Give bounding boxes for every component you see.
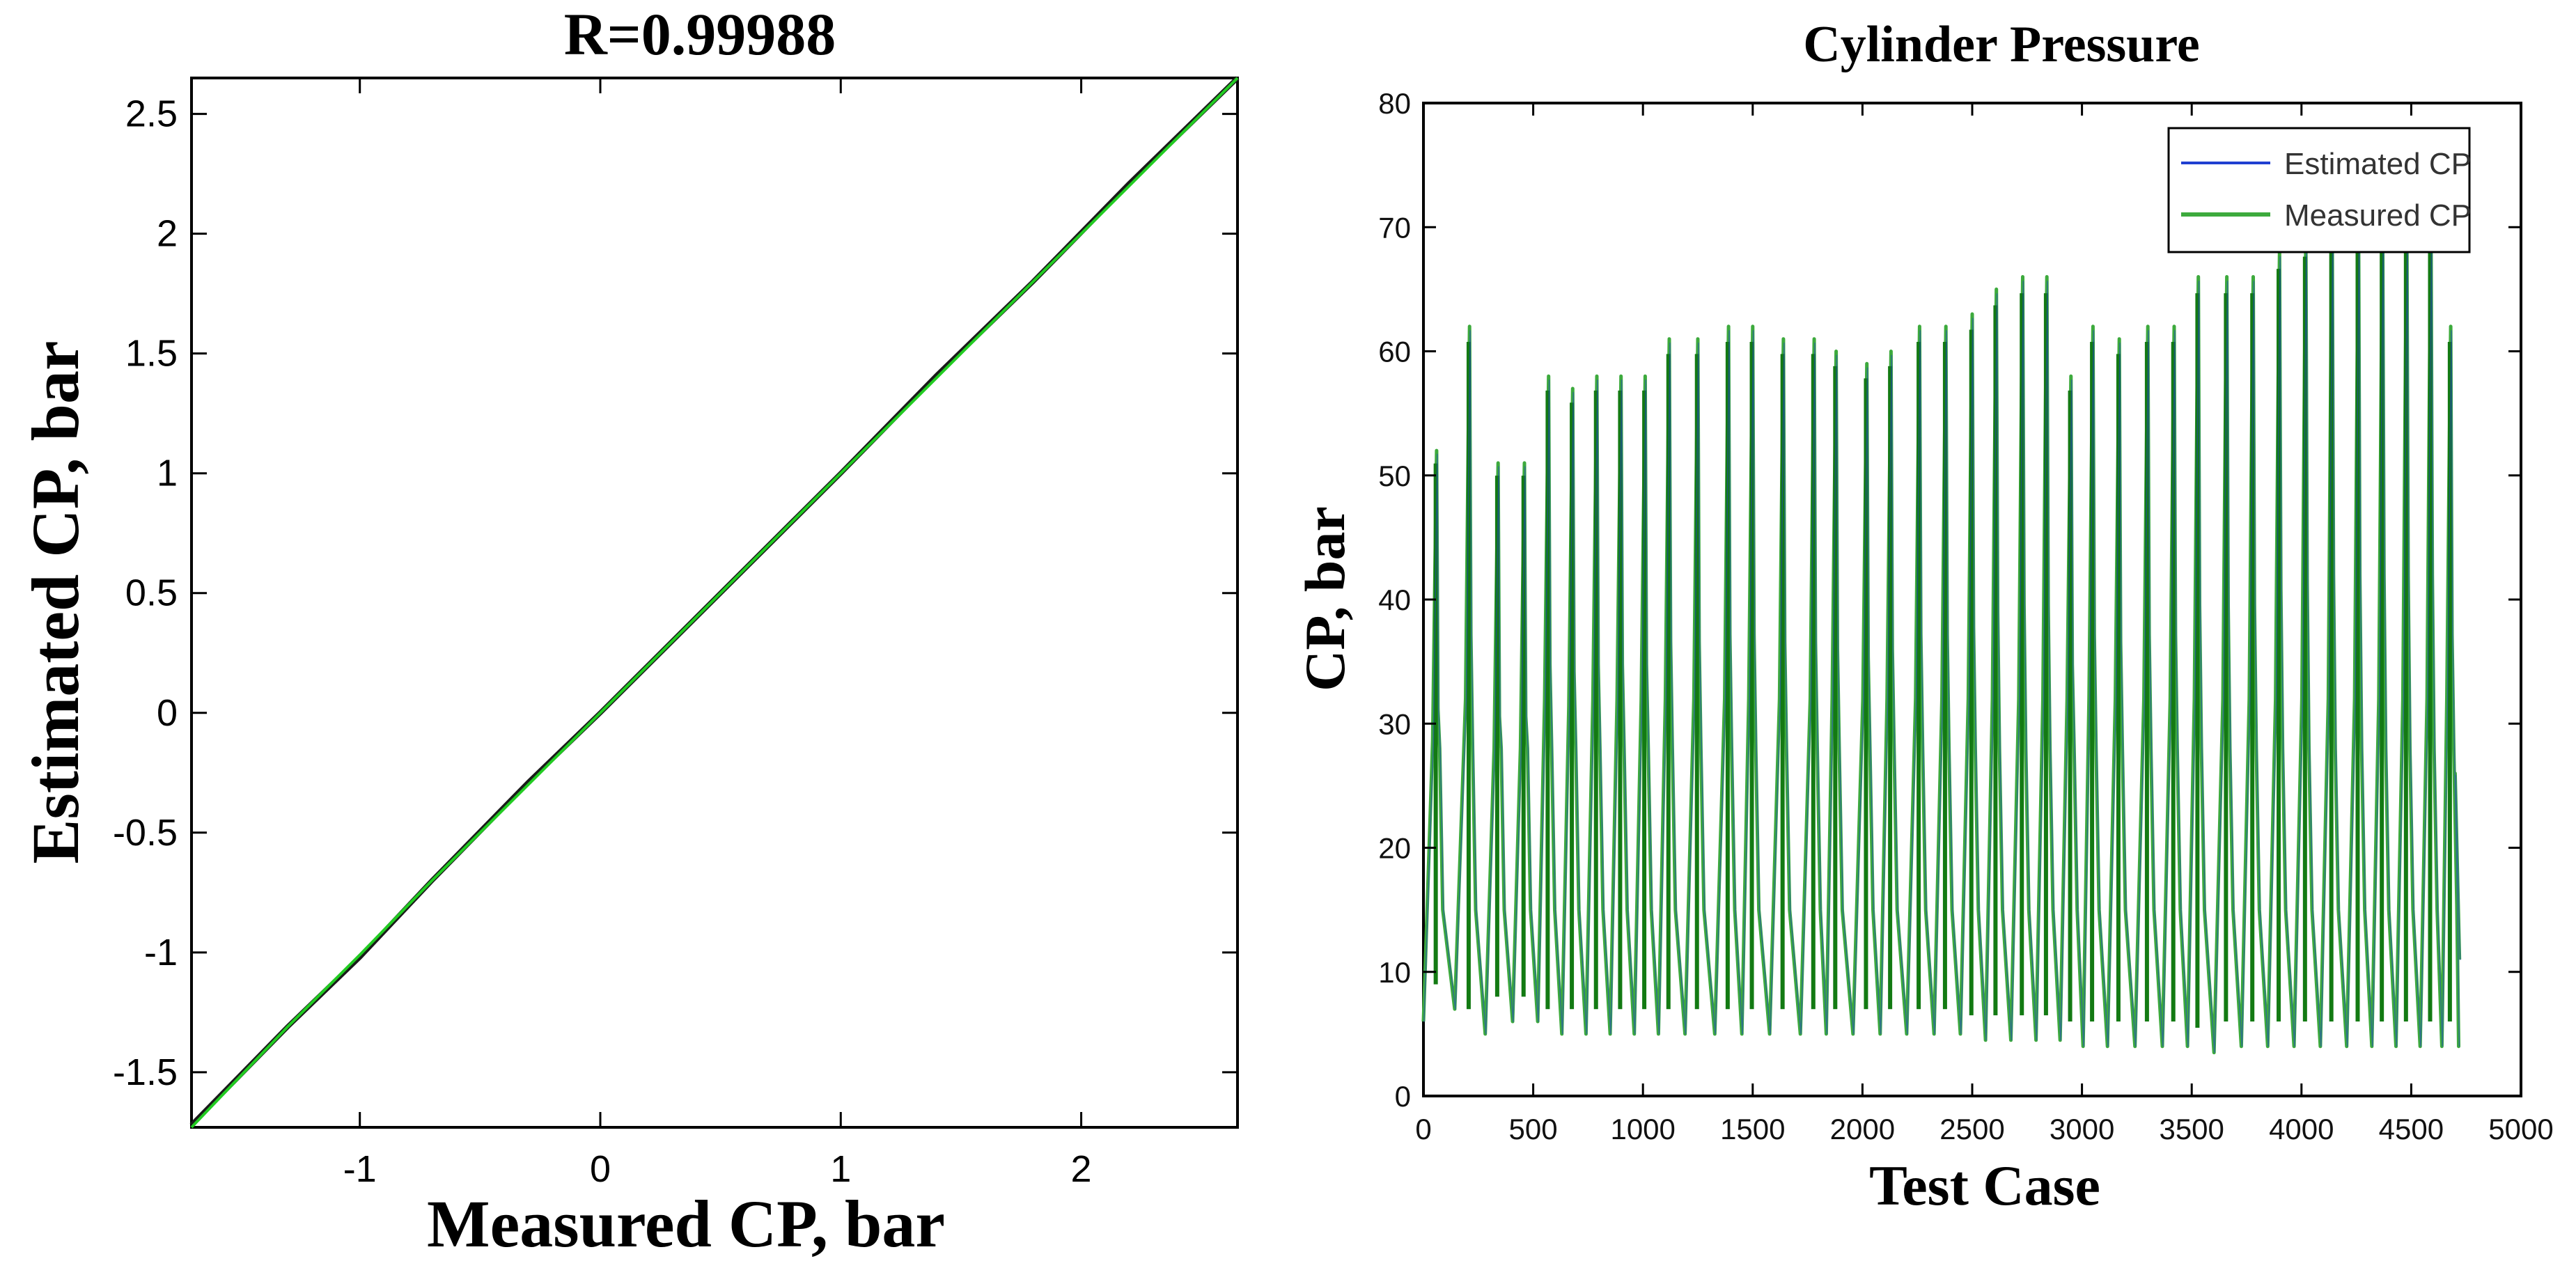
regression-title: R=0.99988 <box>564 1 836 68</box>
regression-y-tick-label: 2.5 <box>125 93 178 135</box>
cylinder-pressure-x-tick-label: 1000 <box>1610 1113 1675 1145</box>
cylinder-pressure-series <box>1421 225 2462 1055</box>
cylinder-pressure-x-ticks: 0 500 1000 1500 2000 2500 3000 3500 4000 4500 5000 <box>1415 103 2554 1145</box>
regression-y-tick-label: -0.5 <box>113 812 178 854</box>
regression-x-axis-label: Measured CP, bar <box>427 1187 945 1261</box>
cylinder-pressure-x-tick-label: 2000 <box>1830 1113 1895 1145</box>
cylinder-pressure-y-ticks: 0 10 20 30 40 50 60 70 80 <box>1378 87 2521 1113</box>
cylinder-pressure-y-tick-label: 60 <box>1378 336 1411 368</box>
cylinder-pressure-x-tick-label: 500 <box>1509 1113 1558 1145</box>
regression-y-tick-label: -1.5 <box>113 1051 178 1093</box>
cylinder-pressure-x-tick-label: 3500 <box>2159 1113 2224 1145</box>
cylinder-pressure-x-tick-label: 5000 <box>2488 1113 2553 1145</box>
cylinder-pressure-y-tick-label: 0 <box>1395 1080 1411 1113</box>
cylinder-pressure-x-tick-label: 4000 <box>2269 1113 2334 1145</box>
regression-x-tick-label: -1 <box>343 1148 377 1190</box>
cylinder-pressure-y-axis-label: CP, bar <box>1293 506 1357 691</box>
regression-x-tick-label: 1 <box>830 1148 851 1190</box>
cylinder-pressure-x-tick-label: 3000 <box>2050 1113 2114 1145</box>
regression-series <box>189 76 1240 1129</box>
cylinder-pressure-y-tick-label: 30 <box>1378 707 1411 740</box>
cylinder-pressure-y-tick-label: 70 <box>1378 211 1411 244</box>
regression-ideal-line <box>190 77 1239 1129</box>
estimated-cp-line <box>1423 231 2461 1053</box>
regression-y-tick-label: 0 <box>157 692 178 734</box>
regression-y-tick-label: -1 <box>144 932 178 973</box>
measured-cp-line <box>1421 225 2462 1055</box>
cylinder-pressure-y-tick-label: 80 <box>1378 87 1411 120</box>
cylinder-pressure-y-tick-label: 10 <box>1378 956 1411 989</box>
regression-y-ticks: -1.5 -1 -0.5 0 0.5 1 1.5 2 2.5 <box>113 93 1238 1093</box>
regression-y-tick-label: 1.5 <box>125 333 178 375</box>
legend-box <box>2167 127 2471 253</box>
legend-estimated-label: Estimated CP <box>2284 147 2472 181</box>
legend-measured-label: Measured CP <box>2284 198 2472 233</box>
cylinder-pressure-x-axis-label: Test Case <box>1869 1154 2100 1217</box>
cylinder-pressure-x-tick-label: 4500 <box>2379 1113 2444 1145</box>
regression-y-tick-label: 2 <box>157 213 178 255</box>
legend: Estimated CP Measured CP <box>2167 127 2472 253</box>
regression-y-tick-label: 1 <box>157 453 178 494</box>
cylinder-pressure-title: Cylinder Pressure <box>1803 16 2199 73</box>
regression-x-tick-label: 2 <box>1071 1148 1092 1190</box>
regression-panel: R=0.99988 -1 0 1 2 -1.5 -1 -0.5 0 0.5 1 1.5 2 2.5 M… <box>18 1 1240 1261</box>
cylinder-pressure-x-tick-label: 1500 <box>1720 1113 1785 1145</box>
cylinder-pressure-y-tick-label: 50 <box>1378 460 1411 492</box>
cylinder-pressure-y-tick-label: 20 <box>1378 832 1411 865</box>
cylinder-pressure-y-tick-label: 40 <box>1378 584 1411 616</box>
regression-x-ticks: -1 0 1 2 <box>343 78 1092 1190</box>
cylinder-pressure-x-tick-label: 2500 <box>1939 1113 2004 1145</box>
cylinder-pressure-x-tick-label: 0 <box>1415 1113 1431 1145</box>
regression-y-tick-label: 0.5 <box>125 572 178 614</box>
cylinder-pressure-panel: Cylinder Pressure 0 500 1000 1500 2000 2500 30… <box>1293 16 2554 1217</box>
regression-x-tick-label: 0 <box>590 1148 611 1190</box>
regression-y-axis-label: Estimated CP, bar <box>18 340 93 863</box>
